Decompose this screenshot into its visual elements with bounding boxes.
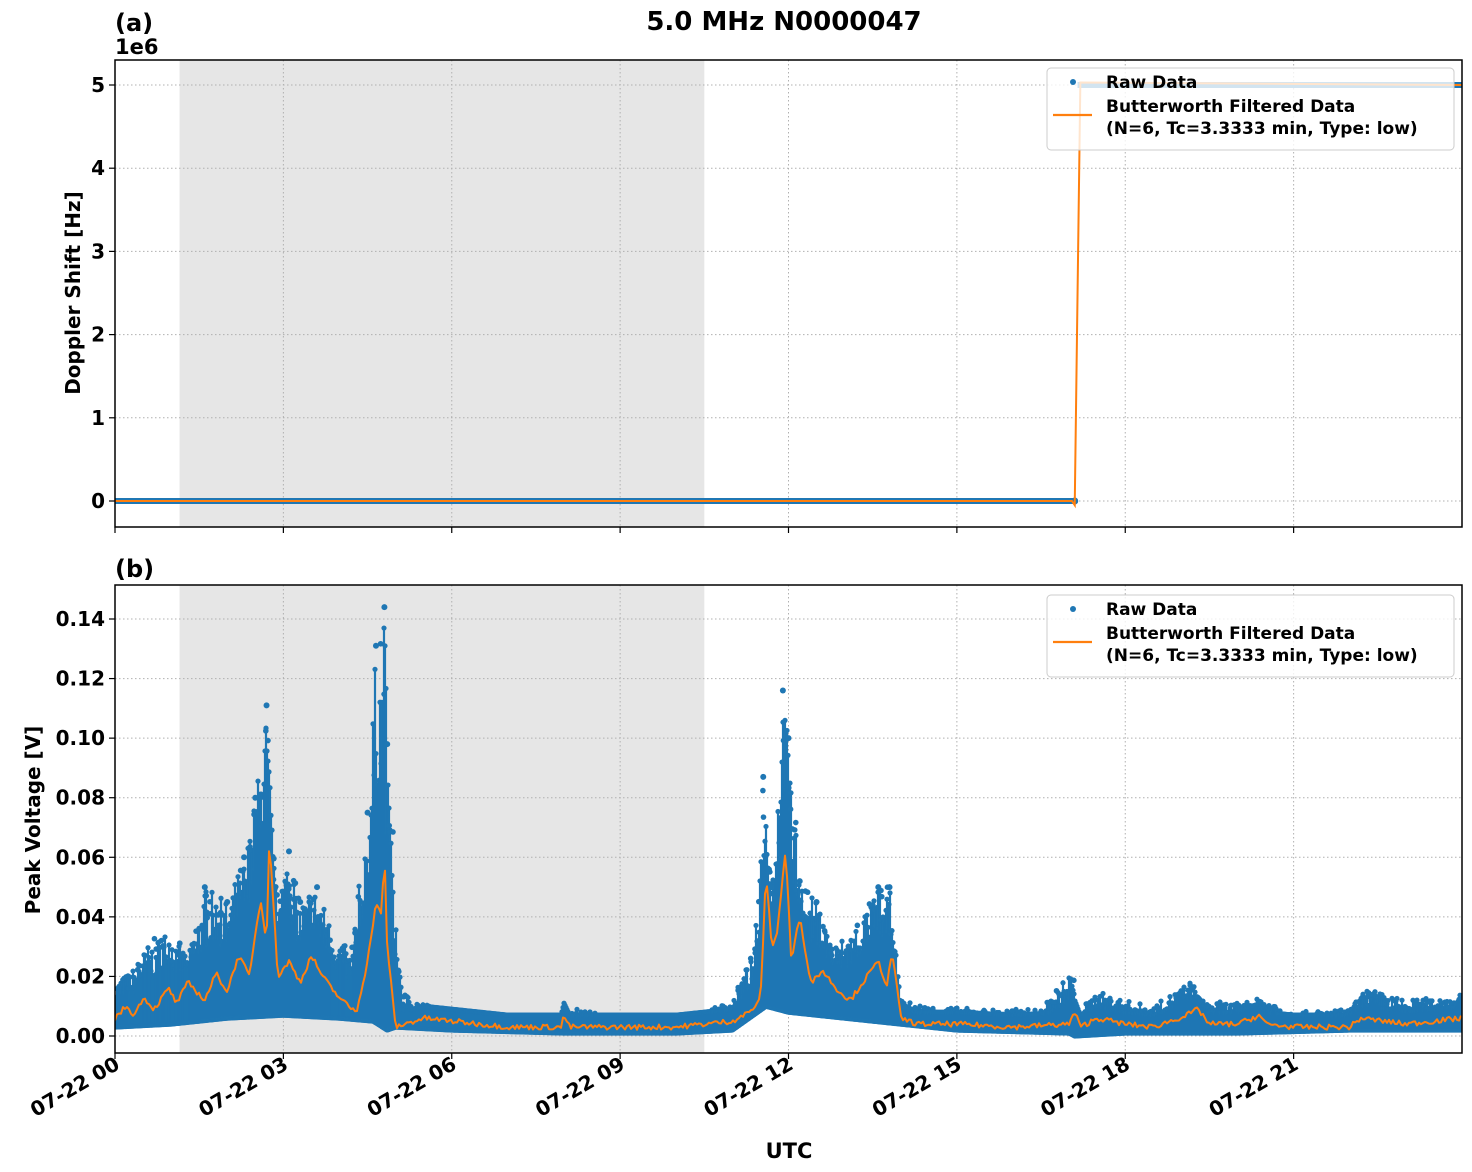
y-tick-label: 0.12 <box>56 667 105 691</box>
panel-b-legend: Raw Data Butterworth Filtered Data(N=6, T… <box>1046 594 1455 678</box>
panel-a-legend: Raw Data Butterworth Filtered Data(N=6, T… <box>1046 67 1455 151</box>
y-tick-label: 1 <box>91 406 105 430</box>
x-axis-label: UTC <box>766 1139 813 1163</box>
y-tick-label: 0.10 <box>56 726 105 750</box>
legend-raw-marker-icon <box>1070 79 1076 85</box>
y-tick-label: 0.06 <box>56 845 105 869</box>
x-tick-label: 07-22 15 <box>868 1052 966 1122</box>
y-tick-label: 3 <box>91 239 105 263</box>
x-tick-label: 07-22 00 <box>26 1052 124 1122</box>
panel-b-plot-area: 0.00 0.02 0.04 0.06 0.08 0.10 0.12 0.14 <box>56 584 1463 1059</box>
y-tick-label: 2 <box>91 323 105 347</box>
panel-b-peak-voltage: (b) Peak Voltage [V] 0.000.020.040.060.0… <box>21 555 1463 1059</box>
panel-a-label: (a) <box>115 9 153 37</box>
panel-a-offset-label: 1e6 <box>115 35 158 59</box>
y-tick-label: 0.04 <box>56 905 105 929</box>
y-tick-label: 4 <box>91 156 105 180</box>
legend-filtered-label: Butterworth Filtered Data <box>1106 97 1355 117</box>
legend-filtered-params: (N=6, Tc=3.3333 min, Type: low) <box>1106 119 1418 139</box>
axes-frame <box>114 59 1463 528</box>
x-tick-label: 07-22 09 <box>531 1052 629 1122</box>
raw-data-series <box>115 604 1462 1039</box>
x-tick-label: 07-22 06 <box>363 1052 461 1122</box>
x-tick-label: 07-22 21 <box>1205 1052 1303 1122</box>
night-shade <box>179 60 705 527</box>
panel-b-label: (b) <box>115 555 154 583</box>
y-tick-label: 0.14 <box>56 607 105 631</box>
filtered-data-series <box>115 850 1462 1031</box>
x-axis-tick-labels: 07-22 00 07-22 03 07-22 06 07-22 09 07-22 12… <box>26 1052 1302 1122</box>
panel-a-ylabel: Doppler Shift [Hz] <box>61 191 85 395</box>
legend-filtered-params: (N=6, Tc=3.3333 min, Type: low) <box>1106 646 1418 666</box>
panel-a-doppler: (a) 1e6 Doppler Shift [Hz] 0 1 2 3 4 5 Raw Da… <box>61 9 1463 533</box>
legend-raw-label: Raw Data <box>1106 73 1197 93</box>
y-tick-label: 0 <box>91 489 105 513</box>
y-tick-label: 0.02 <box>56 964 105 988</box>
axes-frame <box>114 584 1463 1054</box>
figure-title: 5.0 MHz N0000047 <box>646 7 921 37</box>
y-tick-label: 0.00 <box>56 1024 105 1048</box>
panel-b-ylabel: Peak Voltage [V] <box>21 726 45 915</box>
y-tick-label: 5 <box>91 73 105 97</box>
x-tick-label: 07-22 12 <box>699 1052 797 1122</box>
y-tick-label: 0.08 <box>56 786 105 810</box>
legend-raw-label: Raw Data <box>1106 600 1197 620</box>
x-tick-label: 07-22 18 <box>1036 1052 1134 1122</box>
x-tick-label: 07-22 03 <box>194 1052 292 1122</box>
legend-filtered-label: Butterworth Filtered Data <box>1106 624 1355 644</box>
legend-raw-marker-icon <box>1070 606 1076 612</box>
